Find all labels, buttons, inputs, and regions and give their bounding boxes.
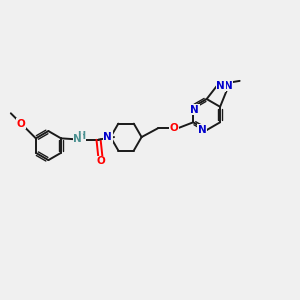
Text: N: N: [198, 125, 207, 135]
Text: N: N: [224, 80, 233, 91]
Text: O: O: [16, 119, 25, 129]
Text: N: N: [190, 105, 199, 115]
Text: N: N: [73, 134, 82, 144]
Text: O: O: [96, 156, 105, 166]
Text: H: H: [77, 131, 85, 141]
Text: N: N: [216, 81, 225, 91]
Text: O: O: [170, 123, 178, 133]
Text: N: N: [103, 132, 112, 142]
